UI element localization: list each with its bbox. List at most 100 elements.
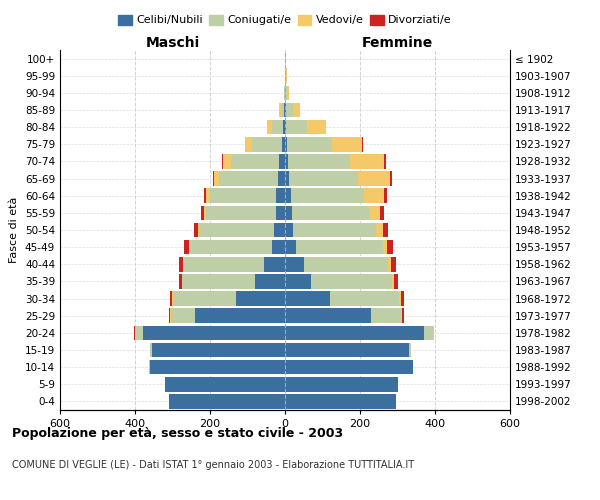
Bar	[183, 257, 184, 272]
Bar	[285, 377, 398, 392]
Bar	[409, 342, 410, 357]
Bar	[252, 137, 282, 152]
Bar	[304, 257, 388, 272]
Bar	[184, 257, 265, 272]
Bar	[402, 308, 404, 323]
Bar	[150, 360, 285, 374]
Bar	[383, 222, 388, 238]
Bar	[311, 274, 392, 288]
Bar	[387, 240, 392, 254]
Bar	[285, 206, 292, 220]
Bar	[282, 137, 285, 152]
Bar	[391, 257, 395, 272]
Bar	[388, 257, 391, 272]
Bar	[290, 188, 364, 203]
Bar	[272, 240, 285, 254]
Bar	[433, 326, 434, 340]
Bar	[401, 292, 404, 306]
Legend: Celibi/Nubili, Coniugati/e, Vedovi/e, Divorziati/e: Celibi/Nubili, Coniugati/e, Vedovi/e, Di…	[116, 12, 454, 28]
Bar	[220, 172, 277, 186]
Bar	[285, 257, 304, 272]
Bar	[169, 308, 170, 323]
Bar	[268, 120, 272, 134]
Bar	[210, 188, 275, 203]
Bar	[330, 292, 400, 306]
Bar	[394, 274, 398, 288]
Bar	[182, 274, 255, 288]
Bar	[245, 137, 252, 152]
Bar	[285, 172, 289, 186]
Bar	[285, 240, 296, 254]
Bar	[286, 86, 287, 100]
Bar	[358, 172, 390, 186]
Bar	[293, 102, 300, 118]
Bar	[277, 172, 285, 186]
Bar	[383, 154, 386, 168]
Bar	[275, 188, 285, 203]
Bar	[230, 154, 280, 168]
Bar	[285, 292, 330, 306]
Bar	[280, 154, 285, 168]
Bar	[293, 222, 376, 238]
Bar	[285, 326, 424, 340]
Bar	[222, 154, 223, 168]
Bar	[285, 342, 409, 357]
Bar	[288, 154, 350, 168]
Bar	[179, 274, 182, 288]
Bar	[284, 102, 285, 118]
Bar	[350, 154, 383, 168]
Bar	[173, 292, 236, 306]
Bar	[170, 308, 195, 323]
Bar	[206, 188, 210, 203]
Bar	[285, 137, 287, 152]
Bar	[152, 342, 285, 357]
Bar	[275, 206, 285, 220]
Bar	[285, 360, 413, 374]
Bar	[223, 154, 230, 168]
Bar	[286, 120, 307, 134]
Bar	[368, 206, 380, 220]
Bar	[285, 154, 288, 168]
Bar	[197, 222, 199, 238]
Bar	[143, 326, 285, 340]
Bar	[285, 274, 311, 288]
Bar	[392, 274, 394, 288]
Bar	[272, 120, 283, 134]
Bar	[179, 257, 183, 272]
Bar	[170, 292, 172, 306]
Bar	[205, 188, 206, 203]
Text: Femmine: Femmine	[362, 36, 433, 50]
Bar	[380, 206, 383, 220]
Bar	[285, 120, 286, 134]
Bar	[169, 394, 285, 408]
Bar	[135, 326, 143, 340]
Bar	[385, 188, 388, 203]
Bar	[287, 86, 289, 100]
Bar	[190, 240, 272, 254]
Bar	[383, 240, 387, 254]
Bar	[296, 240, 383, 254]
Y-axis label: Fasce di età: Fasce di età	[10, 197, 19, 263]
Bar	[287, 137, 332, 152]
Bar	[281, 102, 284, 118]
Bar	[286, 102, 293, 118]
Bar	[285, 102, 286, 118]
Bar	[205, 206, 206, 220]
Bar	[194, 222, 197, 238]
Bar	[195, 308, 285, 323]
Bar	[280, 102, 281, 118]
Bar	[285, 222, 293, 238]
Bar	[265, 257, 285, 272]
Bar	[184, 240, 188, 254]
Bar	[286, 68, 287, 83]
Bar	[188, 240, 190, 254]
Bar	[199, 222, 274, 238]
Text: COMUNE DI VEGLIE (LE) - Dati ISTAT 1° gennaio 2003 - Elaborazione TUTTITALIA.IT: COMUNE DI VEGLIE (LE) - Dati ISTAT 1° ge…	[12, 460, 414, 470]
Bar	[390, 172, 392, 186]
Text: Maschi: Maschi	[145, 36, 200, 50]
Bar	[307, 120, 325, 134]
Bar	[283, 120, 285, 134]
Bar	[285, 394, 395, 408]
Bar	[285, 308, 371, 323]
Bar	[274, 222, 285, 238]
